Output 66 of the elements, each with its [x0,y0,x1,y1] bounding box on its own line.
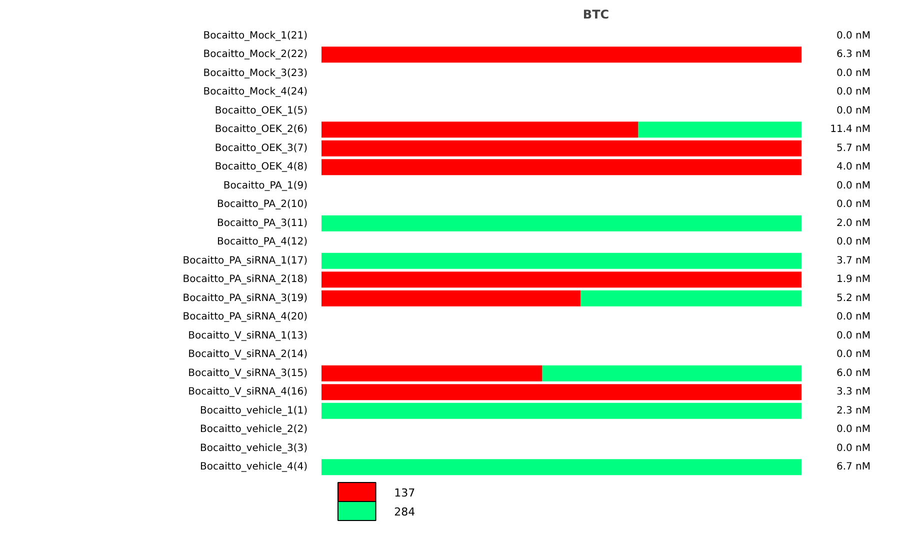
legend-label: 137 [394,486,416,500]
text: 2.3 nM [836,405,871,416]
y-tick-label: Bocaitto_PA_2(10) [217,199,308,210]
text: 0.0 nM [836,30,871,42]
text: 0.0 nM [836,424,871,436]
y-tick-label: Bocaitto_vehicle_3(3) [200,442,308,454]
text: 0.0 nM [836,312,871,323]
y-tick-label: Bocaitto_vehicle_2(2) [200,424,308,436]
bar [322,384,802,400]
bar [322,46,802,63]
text: 0.0 nM [836,442,871,454]
text: 0.0 nM [836,199,871,210]
y-tick-label: Bocaitto_PA_siRNA_4(20) [182,312,308,323]
y-tick-label: Bocaitto_V_siRNA_2(14) [188,349,308,360]
bar [322,140,802,156]
text: 3.7 nM [836,255,871,266]
text: 0.0 nM [836,349,871,360]
text: 1.9 nM [836,274,871,286]
bar [322,159,802,176]
y-tick-label: Bocaitto_Mock_4(24) [203,86,308,98]
text: 5.2 nM [836,292,871,304]
y-tick-label: Bocaitto_vehicle_4(4) [200,462,308,473]
bar [322,215,802,232]
y-tick-label: Bocaitto_PA_3(11) [217,218,308,229]
y-tick-label: Bocaitto_vehicle_1(1) [200,405,308,416]
text: 4.0 nM [836,162,871,173]
y-tick-label: Bocaitto_PA_4(12) [217,236,308,248]
y-tick-label: Bocaitto_Mock_1(21) [203,30,308,42]
bar [322,459,802,476]
text: 6.0 nM [836,368,871,379]
text: 0.0 nM [836,180,871,192]
y-tick-label: Bocaitto_PA_siRNA_2(18) [182,274,308,286]
y-tick-label: Bocaitto_OEK_3(7) [214,142,308,154]
y-tick-label: Bocaitto_OEK_4(8) [214,162,308,173]
y-tick-label: Bocaitto_Mock_2(22) [203,49,308,60]
y-tick-label: Bocaitto_PA_1(9) [223,180,308,192]
y-tick-label: Bocaitto_V_siRNA_3(15) [188,368,308,379]
text: 3.3 nM [836,386,871,398]
y-tick-label: Bocaitto_OEK_2(6) [214,124,308,136]
legend-label: 284 [394,506,416,518]
text: 0.0 nM [836,330,871,342]
bar [580,290,802,306]
y-tick-label: Bocaitto_V_siRNA_1(13) [188,330,308,342]
y-tick-label: Bocaitto_V_siRNA_4(16) [188,386,308,398]
bar [542,365,802,382]
bar [322,290,581,306]
bar [322,122,638,138]
text: 5.7 nM [836,142,871,154]
text: 6.3 nM [836,49,871,60]
text: 2.0 nM [836,218,871,229]
bar [322,402,802,419]
text: 6.7 nM [836,462,871,473]
text: 0.0 nM [836,68,871,79]
text: 0.0 nM [836,86,871,98]
text: 11.4 nM [830,124,871,136]
y-tick-label: Bocaitto_PA_siRNA_3(19) [182,292,308,304]
bar [322,252,802,269]
text: 0.0 nM [836,236,871,248]
y-tick-label: Bocaitto_Mock_3(23) [203,68,308,79]
y-tick-label: Bocaitto_PA_siRNA_1(17) [182,255,308,266]
bar [322,272,802,288]
text: 0.0 nM [836,105,871,116]
chart-title: BTC [582,8,610,22]
bar [322,365,542,382]
bar [638,122,802,138]
y-tick-label: Bocaitto_OEK_1(5) [214,105,308,116]
